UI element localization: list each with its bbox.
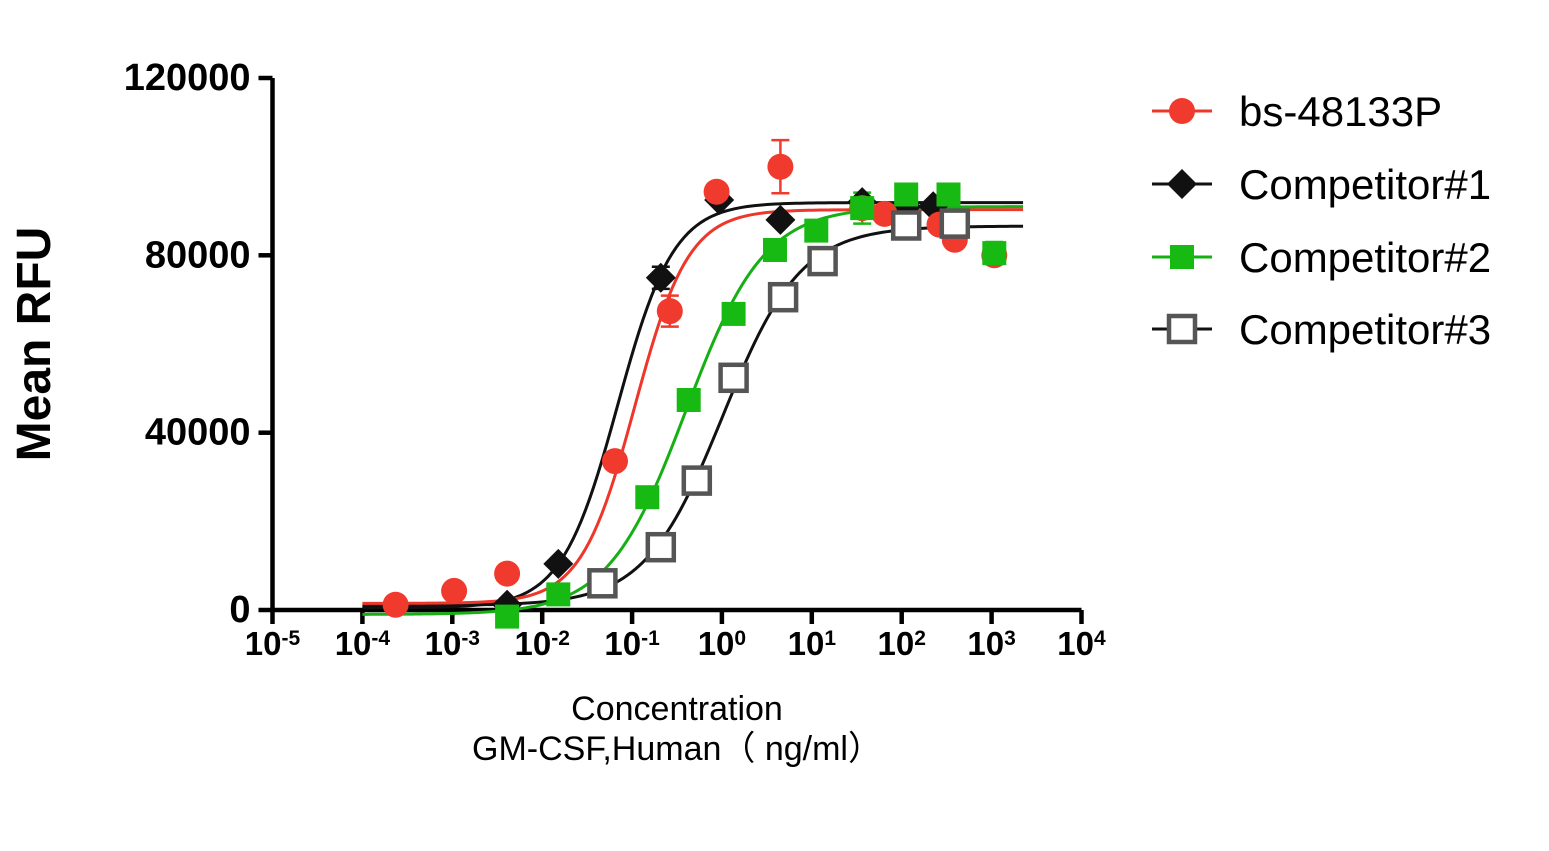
svg-text:120000: 120000	[124, 57, 251, 99]
svg-text:80000: 80000	[145, 234, 251, 276]
svg-text:Competitor#1: Competitor#1	[1239, 161, 1491, 208]
svg-text:GM-CSF,Human（ ng/ml）: GM-CSF,Human（ ng/ml）	[472, 730, 882, 768]
svg-text:Concentration: Concentration	[571, 690, 783, 728]
svg-text:40000: 40000	[145, 412, 251, 454]
svg-text:Competitor#3: Competitor#3	[1239, 306, 1491, 353]
svg-text:Competitor#2: Competitor#2	[1239, 234, 1491, 281]
svg-text:Mean RFU: Mean RFU	[8, 227, 61, 462]
svg-text:bs-48133P: bs-48133P	[1239, 88, 1442, 135]
